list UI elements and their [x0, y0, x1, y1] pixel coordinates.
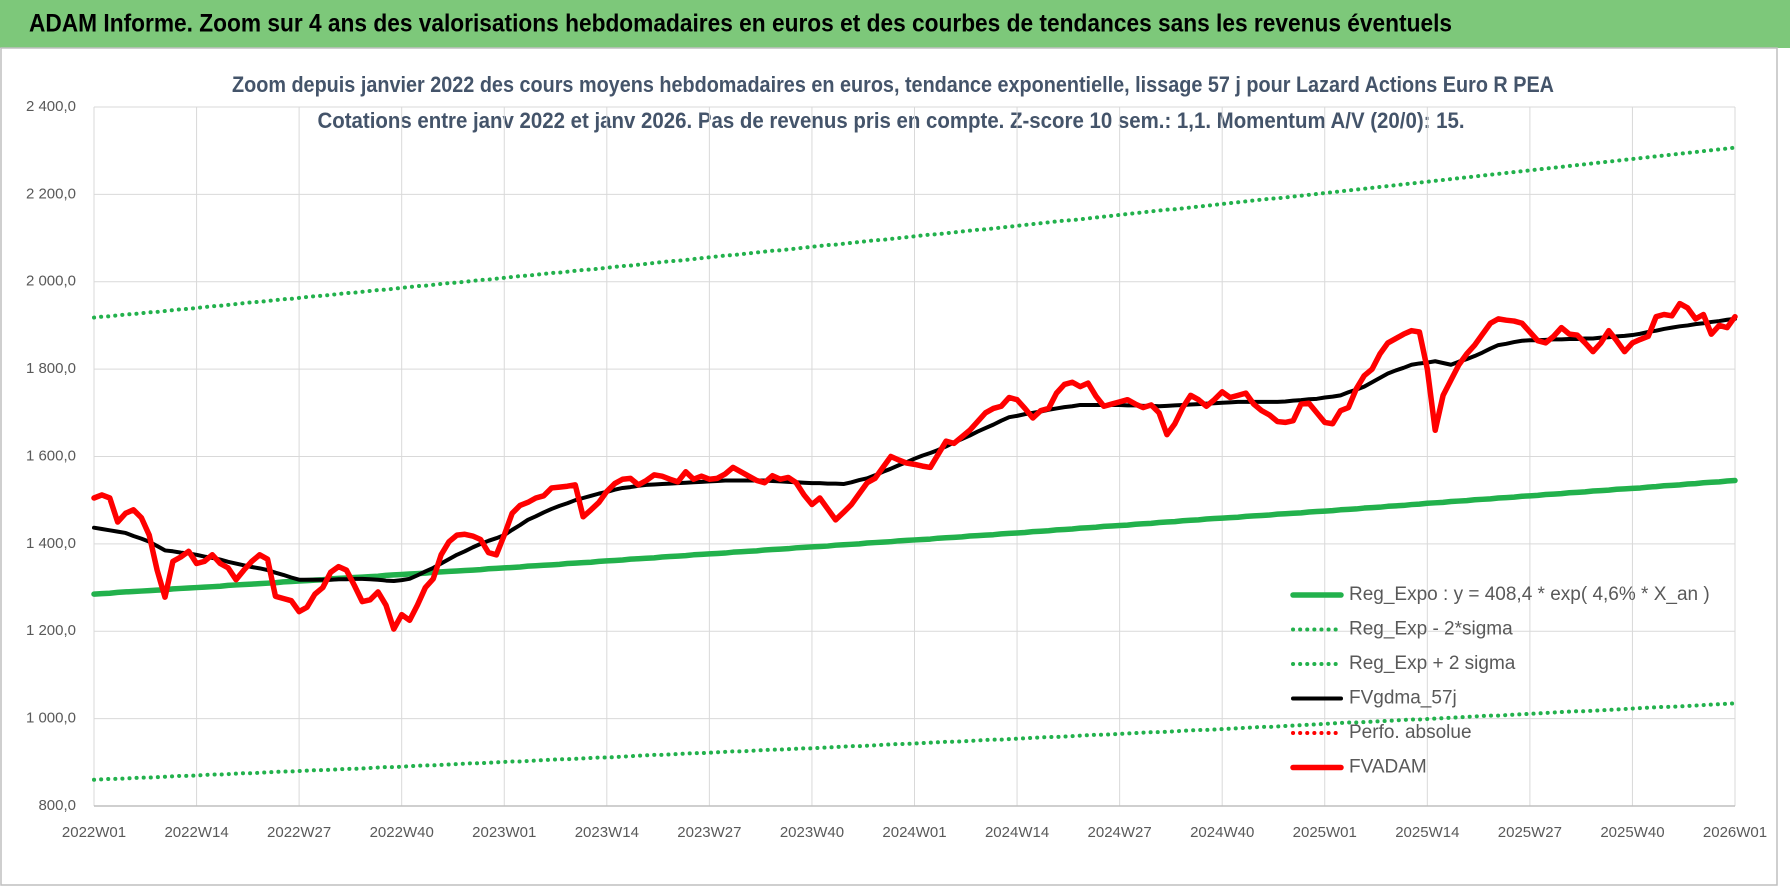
x-tick-label: 2024W14	[985, 824, 1049, 841]
x-tick-label: 2023W40	[780, 824, 844, 841]
x-tick-label: 2024W01	[882, 824, 946, 841]
x-tick-label: 2025W01	[1293, 824, 1357, 841]
x-tick-label: 2024W27	[1088, 824, 1152, 841]
series-line	[91, 300, 1738, 632]
x-tick-label: 2025W14	[1395, 824, 1459, 841]
chart-title: Zoom depuis janvier 2022 des cours moyen…	[232, 72, 1554, 97]
legend-label: Reg_Expo : y = 408,4 * exp( 4,6% * X_an …	[1349, 584, 1710, 605]
y-tick-label: 1 000,0	[26, 710, 76, 727]
header-band	[0, 0, 1790, 48]
legend-label: Reg_Exp - 2*sigma	[1349, 619, 1513, 640]
legend-label: FVgdma_57j	[1349, 688, 1457, 709]
legend-label: FVADAM	[1349, 757, 1427, 778]
chart-frame	[0, 47, 1778, 886]
x-tick-label: 2022W27	[267, 824, 331, 841]
x-tick-label: 2023W01	[472, 824, 536, 841]
y-tick-label: 1 600,0	[26, 447, 76, 464]
x-tick-label: 2022W14	[164, 824, 228, 841]
y-tick-label: 2 400,0	[26, 98, 76, 115]
x-tick-label: 2023W27	[677, 824, 741, 841]
y-tick-label: 2 200,0	[26, 185, 76, 202]
y-tick-label: 2 000,0	[26, 273, 76, 290]
x-tick-label: 2024W40	[1190, 824, 1254, 841]
y-tick-label: 1 800,0	[26, 360, 76, 377]
y-tick-label: 1 400,0	[26, 535, 76, 552]
y-tick-label: 1 200,0	[26, 622, 76, 639]
series-line	[92, 701, 1737, 782]
series-line	[91, 477, 1738, 597]
series-line	[92, 145, 1737, 320]
legend-label: Perfo. absolue	[1349, 722, 1472, 743]
legend-label: Reg_Exp + 2 sigma	[1349, 653, 1516, 674]
x-tick-label: 2025W27	[1498, 824, 1562, 841]
x-tick-label: 2022W01	[62, 824, 126, 841]
chart-subtitle: Cotations entre janv 2022 et janv 2026. …	[318, 108, 1465, 133]
x-tick-label: 2026W01	[1703, 824, 1767, 841]
y-tick-label: 800,0	[38, 797, 76, 814]
header-title: ADAM Informe. Zoom sur 4 ans des valoris…	[29, 10, 1452, 38]
x-tick-label: 2025W40	[1600, 824, 1664, 841]
x-tick-label: 2023W14	[575, 824, 639, 841]
x-tick-label: 2022W40	[370, 824, 434, 841]
